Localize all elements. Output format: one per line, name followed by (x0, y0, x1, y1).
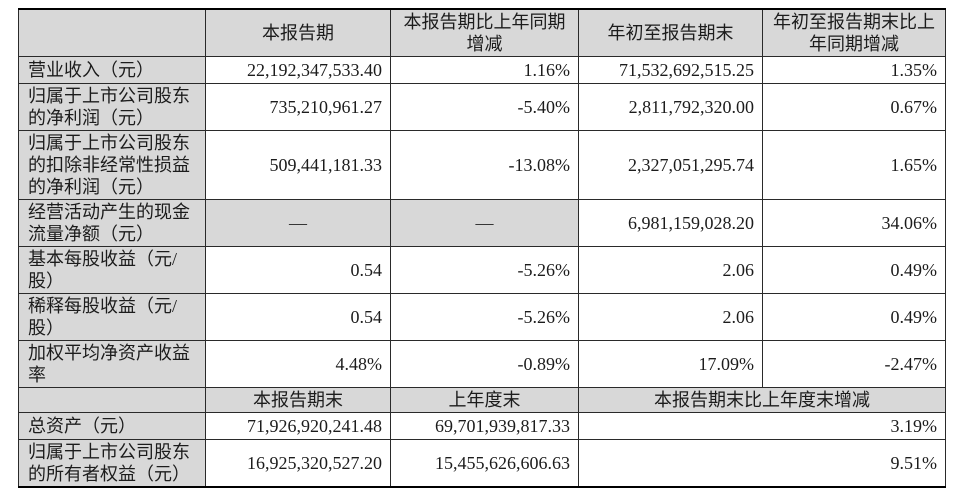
current-change-value: -0.89% (390, 340, 579, 388)
current-period-value: 0.54 (205, 246, 391, 294)
row-label: 归属于上市公司股东的净利润（元） (18, 83, 206, 131)
current-period-value: 0.54 (205, 293, 391, 341)
row-label: 经营活动产生的现金流量净额（元） (18, 199, 206, 247)
row-label: 总资产（元） (18, 412, 206, 440)
table-row-basic-eps: 基本每股收益（元/股） 0.54 -5.26% 2.06 0.49% (18, 246, 946, 294)
ytd-value: 2.06 (578, 246, 763, 294)
current-period-value: 509,441,181.33 (205, 130, 391, 200)
section2-header-change: 本报告期末比上年度末增减 (578, 387, 946, 413)
period-end-value: 16,925,320,527.20 (205, 439, 391, 488)
change-value: 9.51% (578, 439, 946, 488)
row-label: 基本每股收益（元/股） (18, 246, 206, 294)
table-header-row: 本报告期 本报告期比上年同期增减 年初至报告期末 年初至报告期末比上年同期增减 (18, 8, 946, 57)
ytd-change-value: 0.49% (762, 246, 946, 294)
ytd-value: 6,981,159,028.20 (578, 199, 763, 247)
row-label: 归属于上市公司股东的所有者权益（元） (18, 439, 206, 488)
ytd-change-value: 1.35% (762, 56, 946, 84)
current-period-value: 735,210,961.27 (205, 83, 391, 131)
current-change-value: 1.16% (390, 56, 579, 84)
ytd-value: 71,532,692,515.25 (578, 56, 763, 84)
table-row-operating-cash-flow: 经营活动产生的现金流量净额（元） — — 6,981,159,028.20 34… (18, 199, 946, 247)
header-ytd: 年初至报告期末 (578, 8, 763, 57)
current-change-dash: — (390, 199, 579, 247)
section2-header-prior-year-end: 上年度末 (390, 387, 579, 413)
row-label: 稀释每股收益（元/股） (18, 293, 206, 341)
ytd-value: 17.09% (578, 340, 763, 388)
period-end-value: 71,926,920,241.48 (205, 412, 391, 440)
table-row-net-profit: 归属于上市公司股东的净利润（元） 735,210,961.27 -5.40% 2… (18, 83, 946, 131)
prior-year-end-value: 69,701,939,817.33 (390, 412, 579, 440)
table-row-operating-revenue: 营业收入（元） 22,192,347,533.40 1.16% 71,532,6… (18, 56, 946, 84)
table-row-weighted-avg-roe: 加权平均净资产收益率 4.48% -0.89% 17.09% -2.47% (18, 340, 946, 388)
current-period-value: 4.48% (205, 340, 391, 388)
change-value: 3.19% (578, 412, 946, 440)
section2-header-row: 本报告期末 上年度末 本报告期末比上年度末增减 (18, 387, 946, 413)
ytd-change-value: 0.49% (762, 293, 946, 341)
current-change-value: -13.08% (390, 130, 579, 200)
current-period-value: 22,192,347,533.40 (205, 56, 391, 84)
row-label: 营业收入（元） (18, 56, 206, 84)
table-row-equity-attributable: 归属于上市公司股东的所有者权益（元） 16,925,320,527.20 15,… (18, 439, 946, 488)
table-row-diluted-eps: 稀释每股收益（元/股） 0.54 -5.26% 2.06 0.49% (18, 293, 946, 341)
ytd-value: 2,811,792,320.00 (578, 83, 763, 131)
ytd-value: 2.06 (578, 293, 763, 341)
header-current-period: 本报告期 (205, 8, 391, 57)
current-period-dash: — (205, 199, 391, 247)
ytd-change-value: -2.47% (762, 340, 946, 388)
current-change-value: -5.26% (390, 293, 579, 341)
header-ytd-vs-prior: 年初至报告期末比上年同期增减 (762, 8, 946, 57)
ytd-change-value: 0.67% (762, 83, 946, 131)
ytd-change-value: 1.65% (762, 130, 946, 200)
ytd-value: 2,327,051,295.74 (578, 130, 763, 200)
section2-header-period-end: 本报告期末 (205, 387, 391, 413)
section2-blank-cell (18, 387, 206, 413)
table-row-total-assets: 总资产（元） 71,926,920,241.48 69,701,939,817.… (18, 412, 946, 440)
row-label: 加权平均净资产收益率 (18, 340, 206, 388)
header-current-vs-prior: 本报告期比上年同期增减 (390, 8, 579, 57)
current-change-value: -5.26% (390, 246, 579, 294)
row-label: 归属于上市公司股东的扣除非经常性损益的净利润（元） (18, 130, 206, 200)
ytd-change-value: 34.06% (762, 199, 946, 247)
prior-year-end-value: 15,455,626,606.63 (390, 439, 579, 488)
header-blank-cell (18, 8, 206, 57)
table-row-net-profit-excl-nonrecurring: 归属于上市公司股东的扣除非经常性损益的净利润（元） 509,441,181.33… (18, 130, 946, 200)
financial-summary-table: 本报告期 本报告期比上年同期增减 年初至报告期末 年初至报告期末比上年同期增减 … (18, 8, 946, 488)
current-change-value: -5.40% (390, 83, 579, 131)
